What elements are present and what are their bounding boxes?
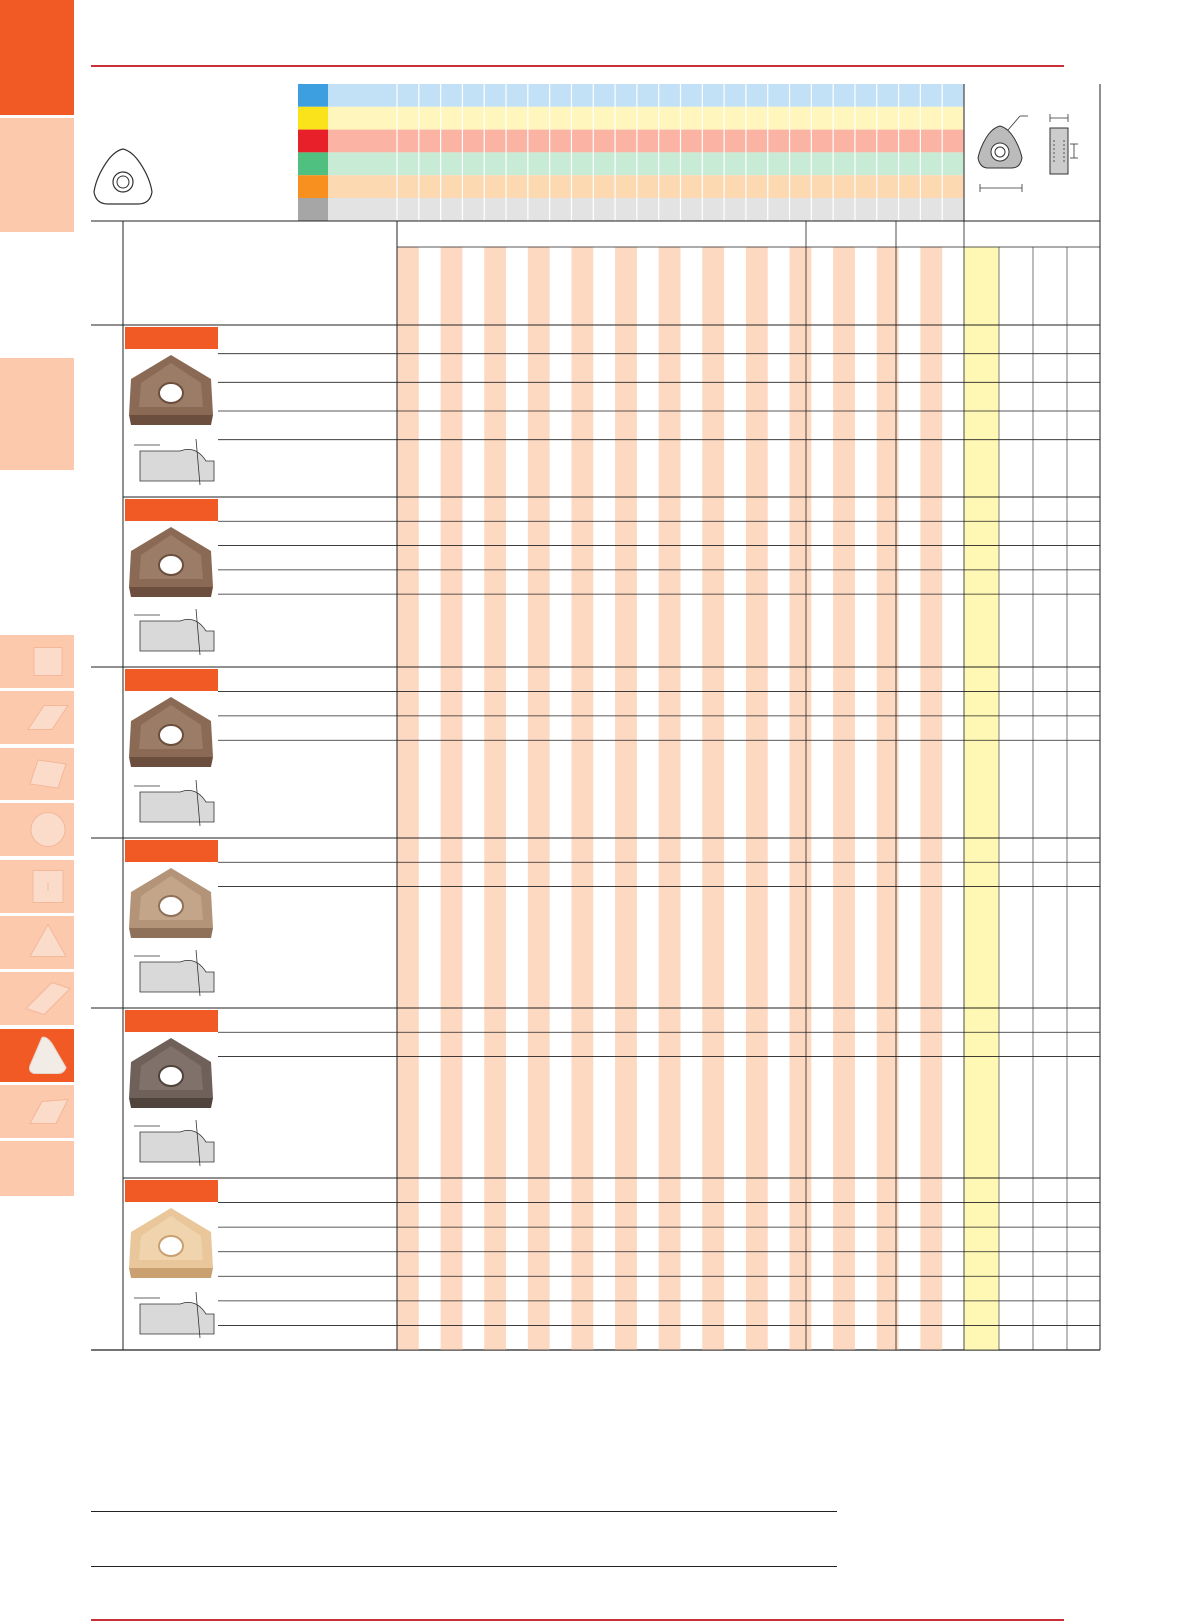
stripe-column: [527, 247, 550, 1350]
round-insert-icon: [30, 812, 66, 847]
stripe-column: [702, 247, 725, 1350]
square-insert-icon: [33, 647, 63, 676]
footnote-rule-bottom: [91, 1566, 837, 1567]
side-tab-3[interactable]: [0, 358, 74, 470]
material-group-N-swatch: [298, 152, 328, 176]
side-tab-2[interactable]: [0, 118, 74, 232]
chipbreaker-label-bar: [125, 1010, 218, 1032]
chipbreaker-profile-drawing: [134, 438, 215, 486]
chipbreaker-profile-drawing: [134, 608, 215, 656]
side-tab-12[interactable]: [0, 1085, 74, 1138]
side-tab-8[interactable]: [0, 860, 74, 913]
side-tab-7[interactable]: [0, 803, 74, 856]
side-tab-bar: [0, 0, 74, 1623]
insert-photo: [129, 355, 213, 425]
chipbreaker-profile-drawing: [134, 1291, 215, 1339]
material-group-N-row: [328, 152, 964, 176]
side-tab-6[interactable]: [0, 748, 74, 800]
side-tab-9[interactable]: [0, 916, 74, 969]
material-group-S-swatch: [298, 175, 328, 198]
parallelogram-insert-icon: [29, 1098, 69, 1124]
material-group-S-row: [328, 175, 964, 198]
chipbreaker-label-bar: [125, 1180, 218, 1202]
insert-photo: [129, 527, 213, 597]
stripe-column: [920, 247, 943, 1350]
chipbreaker-profile-drawing: [134, 1119, 215, 1167]
material-group-H-row: [328, 198, 964, 221]
insert-photo: [129, 1208, 213, 1278]
side-tab-13[interactable]: [0, 1141, 74, 1196]
chipbreaker-label-bar: [125, 327, 218, 349]
chipbreaker-label-bar: [125, 669, 218, 691]
side-tab-10[interactable]: [0, 972, 74, 1025]
highlight-column: [964, 247, 999, 1350]
insert-photo: [129, 697, 213, 767]
material-group-P-swatch: [298, 84, 328, 107]
footnote-rule-top: [91, 1511, 837, 1512]
stripe-column: [745, 247, 768, 1350]
insert-photo: [129, 1038, 213, 1108]
stripe-column: [397, 247, 419, 1350]
side-tab-11[interactable]: [0, 1029, 74, 1082]
side-tab-1[interactable]: [0, 0, 74, 115]
material-group-H-swatch: [298, 198, 328, 221]
insert-photo: [129, 868, 213, 938]
header-rule: [91, 65, 1064, 67]
material-group-P-row: [328, 84, 964, 107]
side-tab-4[interactable]: [0, 635, 74, 688]
chipbreaker-label-bar: [125, 499, 218, 521]
chipbreaker-label-bar: [125, 840, 218, 862]
rhombus-55-insert-icon: [25, 981, 71, 1016]
chipbreaker-profile-drawing: [134, 779, 215, 827]
triangle-insert-icon: [29, 923, 67, 957]
rhombus-80-insert-icon: [29, 759, 67, 789]
stripe-column: [876, 247, 899, 1350]
chipbreaker-profile-drawing: [134, 949, 215, 997]
trigon-insert-icon: [29, 1036, 67, 1074]
insert-dimension-drawing: [977, 114, 1078, 192]
stripe-column: [658, 247, 681, 1350]
material-group-K-row: [328, 129, 964, 153]
footer-rule: [91, 1619, 1064, 1621]
material-group-M-swatch: [298, 106, 328, 130]
stripe-column: [615, 247, 637, 1350]
trigon-insert-icon: [93, 148, 153, 205]
material-group-K-swatch: [298, 129, 328, 153]
stripe-column: [571, 247, 594, 1350]
stripe-column: [833, 247, 855, 1350]
stripe-column: [484, 247, 507, 1350]
side-tab-5[interactable]: [0, 691, 74, 744]
rhombus-35-insert-icon: [27, 705, 69, 730]
stripe-column: [440, 247, 463, 1350]
square-insert-icon: [32, 870, 64, 903]
material-group-M-row: [328, 106, 964, 130]
stripe-column: [789, 247, 812, 1350]
